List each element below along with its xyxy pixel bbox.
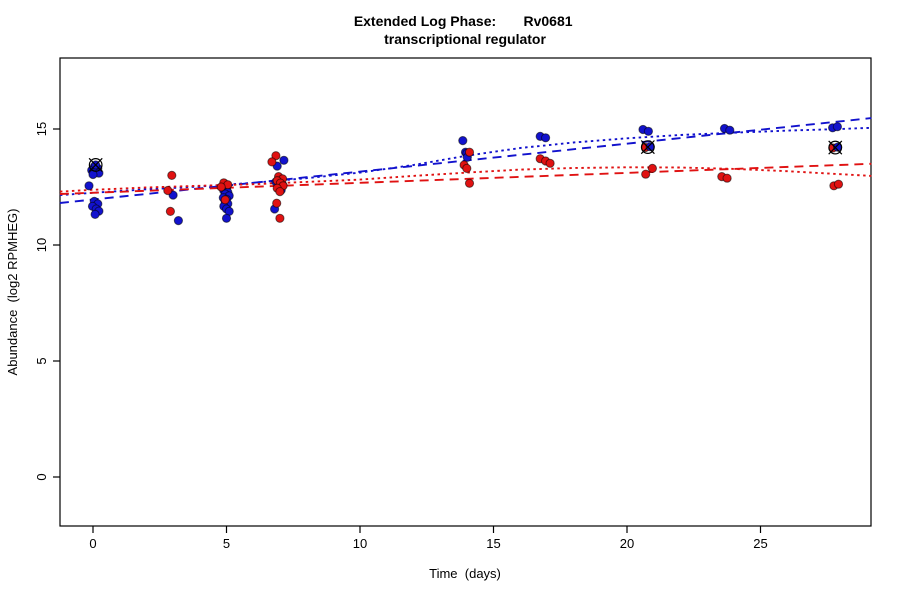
data-point-red — [462, 163, 472, 173]
x-tick-label: 15 — [486, 536, 500, 551]
plot-frame — [59, 57, 872, 527]
x-tick-label: 5 — [223, 536, 230, 551]
data-point-red — [464, 147, 475, 157]
data-point-red — [216, 182, 226, 192]
flag-x-icon — [828, 140, 843, 155]
data-point-red — [267, 157, 277, 167]
plot-title-gene: Rv0681 — [523, 13, 572, 29]
x-tick-label: 10 — [353, 536, 367, 551]
flagged-outlier-marker — [640, 140, 655, 155]
data-point-red — [647, 163, 658, 173]
data-point-red — [275, 213, 285, 223]
data-point-red — [833, 179, 844, 189]
plot-title-phase: Extended Log Phase: — [354, 13, 496, 29]
data-point-blue — [279, 155, 289, 165]
data-point-blue — [541, 133, 551, 143]
data-point-red — [167, 170, 177, 180]
y-tick-label: 10 — [34, 238, 49, 252]
y-tick-label: 0 — [34, 473, 49, 480]
data-point-blue — [84, 181, 94, 191]
y-tick-label: 5 — [34, 357, 49, 364]
data-point-blue — [458, 136, 468, 146]
data-point-red — [464, 178, 475, 188]
x-tick-label: 20 — [620, 536, 634, 551]
data-point-blue — [725, 125, 735, 135]
x-tick-label: 0 — [89, 536, 96, 551]
data-point-red — [220, 195, 230, 205]
data-point-blue — [643, 126, 654, 136]
plot-title-line2: transcriptional regulator — [384, 31, 546, 47]
flagged-outlier-marker — [88, 157, 103, 172]
data-point-red — [165, 206, 175, 216]
data-point-red — [272, 198, 282, 208]
flag-circle-icon — [640, 140, 655, 154]
data-point-blue — [832, 122, 843, 132]
data-point-red — [641, 169, 651, 179]
data-point-red — [722, 173, 732, 183]
axis-layer: 0 5 10 15 20 25 0 5 10 15 — [34, 57, 872, 551]
flag-x-icon — [88, 157, 103, 172]
data-point-red — [275, 187, 285, 197]
y-tick-label: 15 — [34, 122, 49, 136]
flagged-point-layer — [88, 140, 843, 172]
data-point-blue — [90, 209, 100, 219]
data-point-red — [545, 158, 555, 168]
data-point-blue — [173, 216, 183, 226]
trend-line-red-linear-fit — [59, 162, 872, 195]
flag-circle-icon — [828, 140, 843, 155]
y-axis-label: Abundance (log2 RPMHEG) — [5, 209, 20, 376]
data-point-blue — [221, 213, 232, 223]
data-point-red — [163, 185, 173, 196]
trend-line-red-loess-fit — [59, 166, 872, 193]
x-axis-label: Time (days) — [429, 566, 501, 581]
flagged-outlier-marker — [828, 140, 843, 155]
data-point-layer — [84, 122, 844, 226]
flag-circle-icon — [88, 158, 103, 172]
flag-x-icon — [640, 140, 655, 155]
x-tick-label: 25 — [753, 536, 767, 551]
